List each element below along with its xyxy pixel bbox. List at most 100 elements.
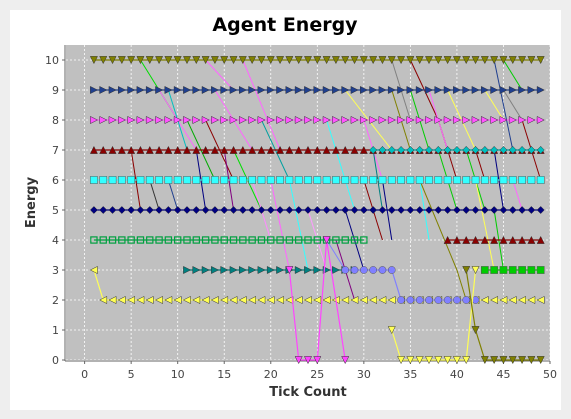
- x-tick-label: 40: [450, 368, 464, 381]
- data-point: [500, 176, 507, 183]
- data-point: [407, 296, 414, 303]
- x-tick-label: 20: [264, 368, 278, 381]
- data-point: [90, 176, 97, 183]
- data-point: [397, 176, 404, 183]
- data-point: [146, 176, 153, 183]
- data-point: [276, 176, 283, 183]
- data-point: [453, 176, 460, 183]
- y-tick-label: 2: [52, 294, 59, 307]
- data-point: [509, 176, 516, 183]
- agent-energy-chart: Agent Energy 0 5 10 15 20 25 30 35 40 45 500123456…: [10, 10, 561, 410]
- x-tick-label: 10: [171, 368, 185, 381]
- data-point: [100, 176, 107, 183]
- y-tick-label: 5: [52, 204, 59, 217]
- data-point: [444, 296, 451, 303]
- data-point: [425, 176, 432, 183]
- data-point: [165, 176, 172, 183]
- y-tick-label: 7: [52, 144, 59, 157]
- data-point: [435, 296, 442, 303]
- data-point: [463, 176, 470, 183]
- x-tick-label: 25: [310, 368, 324, 381]
- data-point: [472, 176, 479, 183]
- series: [481, 266, 544, 273]
- data-point: [407, 176, 414, 183]
- data-point: [435, 176, 442, 183]
- y-tick-label: 6: [52, 174, 59, 187]
- data-point: [481, 176, 488, 183]
- data-point: [211, 176, 218, 183]
- data-point: [491, 176, 498, 183]
- data-point: [118, 176, 125, 183]
- data-point: [370, 176, 377, 183]
- chart-panel: Agent Energy 0 5 10 15 20 25 30 35 40 45 50 0 1 2 3 4 5 6…: [10, 10, 561, 410]
- data-point: [342, 176, 349, 183]
- data-point: [267, 176, 274, 183]
- data-point: [444, 176, 451, 183]
- data-point: [397, 296, 404, 303]
- y-tick-label: 3: [52, 264, 59, 277]
- data-point: [221, 176, 228, 183]
- y-tick-label: 0: [52, 354, 59, 367]
- data-point: [518, 176, 525, 183]
- x-tick-label: 35: [403, 368, 417, 381]
- data-point: [388, 176, 395, 183]
- data-point: [416, 176, 423, 183]
- y-tick-label: 8: [52, 114, 59, 127]
- data-point: [379, 266, 386, 273]
- data-point: [295, 176, 302, 183]
- x-tick-label: 5: [128, 368, 135, 381]
- data-point: [193, 176, 200, 183]
- x-tick-label: 50: [543, 368, 557, 381]
- x-tick-label: 45: [496, 368, 510, 381]
- data-point: [155, 176, 162, 183]
- data-point: [342, 266, 349, 273]
- data-point: [388, 266, 395, 273]
- y-tick-label: 10: [45, 54, 59, 67]
- data-point: [425, 296, 432, 303]
- series: [90, 56, 544, 63]
- x-tick-label: 0: [81, 368, 88, 381]
- x-axis-label: Tick Count: [269, 385, 346, 400]
- data-point: [202, 176, 209, 183]
- data-point: [360, 176, 367, 183]
- data-point: [239, 176, 246, 183]
- data-point: [230, 176, 237, 183]
- data-point: [351, 266, 358, 273]
- y-tick-label: 1: [52, 324, 59, 337]
- data-point: [537, 176, 544, 183]
- chart-title: Agent Energy: [212, 14, 358, 36]
- data-point: [258, 176, 265, 183]
- data-point: [137, 176, 144, 183]
- data-point: [304, 176, 311, 183]
- y-axis-label: Energy: [24, 176, 39, 228]
- data-point: [379, 176, 386, 183]
- y-tick-label: 9: [52, 84, 59, 97]
- data-point: [537, 266, 544, 273]
- x-tick-label: 15: [217, 368, 231, 381]
- y-tick-label: 4: [52, 234, 59, 247]
- data-point: [481, 266, 488, 273]
- data-point: [323, 176, 330, 183]
- data-point: [286, 176, 293, 183]
- data-point: [249, 176, 256, 183]
- data-point: [528, 266, 535, 273]
- series: [90, 176, 544, 183]
- data-point: [518, 266, 525, 273]
- series: [90, 206, 544, 213]
- data-point: [332, 176, 339, 183]
- data-point: [370, 266, 377, 273]
- data-point: [500, 266, 507, 273]
- data-point: [174, 176, 181, 183]
- data-point: [509, 266, 516, 273]
- data-point: [351, 176, 358, 183]
- data-point: [128, 176, 135, 183]
- data-point: [314, 176, 321, 183]
- data-point: [463, 296, 470, 303]
- data-point: [360, 266, 367, 273]
- data-point: [491, 266, 498, 273]
- x-tick-label: 30: [357, 368, 371, 381]
- data-point: [528, 176, 535, 183]
- data-point: [183, 176, 190, 183]
- data-point: [453, 296, 460, 303]
- data-point: [416, 296, 423, 303]
